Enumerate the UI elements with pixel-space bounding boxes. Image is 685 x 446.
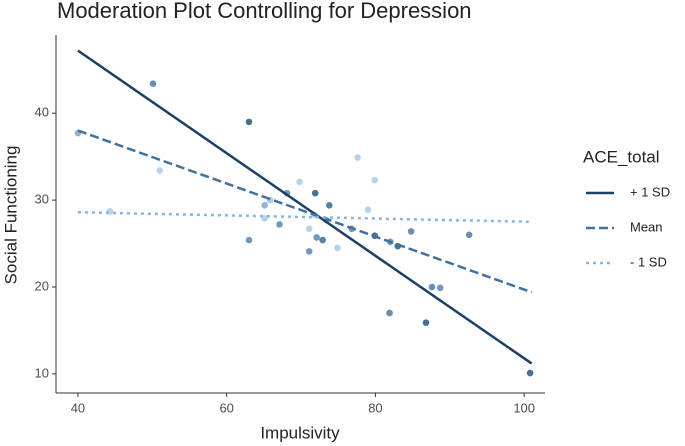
data-point [296,178,303,186]
series-line [77,49,533,365]
data-point [305,248,313,255]
data-point [149,80,157,87]
legend-label: Mean [630,219,663,234]
data-point [245,118,253,126]
data-point [313,234,320,241]
y-tick-label: 10 [35,365,49,380]
y-tick-label: 40 [35,105,49,120]
legend-title: ACE_total [583,147,660,166]
x-axis-label: Impulsivity [260,423,340,442]
data-point [526,369,534,377]
data-point [354,154,361,161]
data-point [311,189,319,197]
legend-label: + 1 SD [630,184,670,199]
y-tick-label: 20 [35,278,49,293]
data-point [422,319,430,326]
chart-title: Moderation Plot Controlling for Depressi… [57,0,472,23]
series-line [77,129,533,294]
data-point [465,231,473,239]
legend-label: - 1 SD [630,254,667,269]
data-point [364,206,372,213]
data-point [371,176,378,184]
data-point [245,236,253,244]
data-point [436,284,444,292]
x-tick-label: 40 [71,400,85,415]
series-line [77,211,532,224]
x-tick-label: 80 [368,400,382,415]
data-point [386,309,393,317]
data-point [407,228,415,235]
x-tick-label: 100 [513,400,535,415]
y-tick-label: 30 [35,192,49,207]
data-point [326,202,333,209]
y-axis-label: Social Functioning [1,146,20,285]
data-point [319,236,326,244]
data-point [276,221,283,228]
x-tick-label: 60 [219,400,233,415]
data-point [261,215,268,222]
data-point [428,283,436,291]
data-point [156,167,164,174]
data-point [305,225,313,233]
data-point [334,244,341,252]
data-point [261,202,268,209]
